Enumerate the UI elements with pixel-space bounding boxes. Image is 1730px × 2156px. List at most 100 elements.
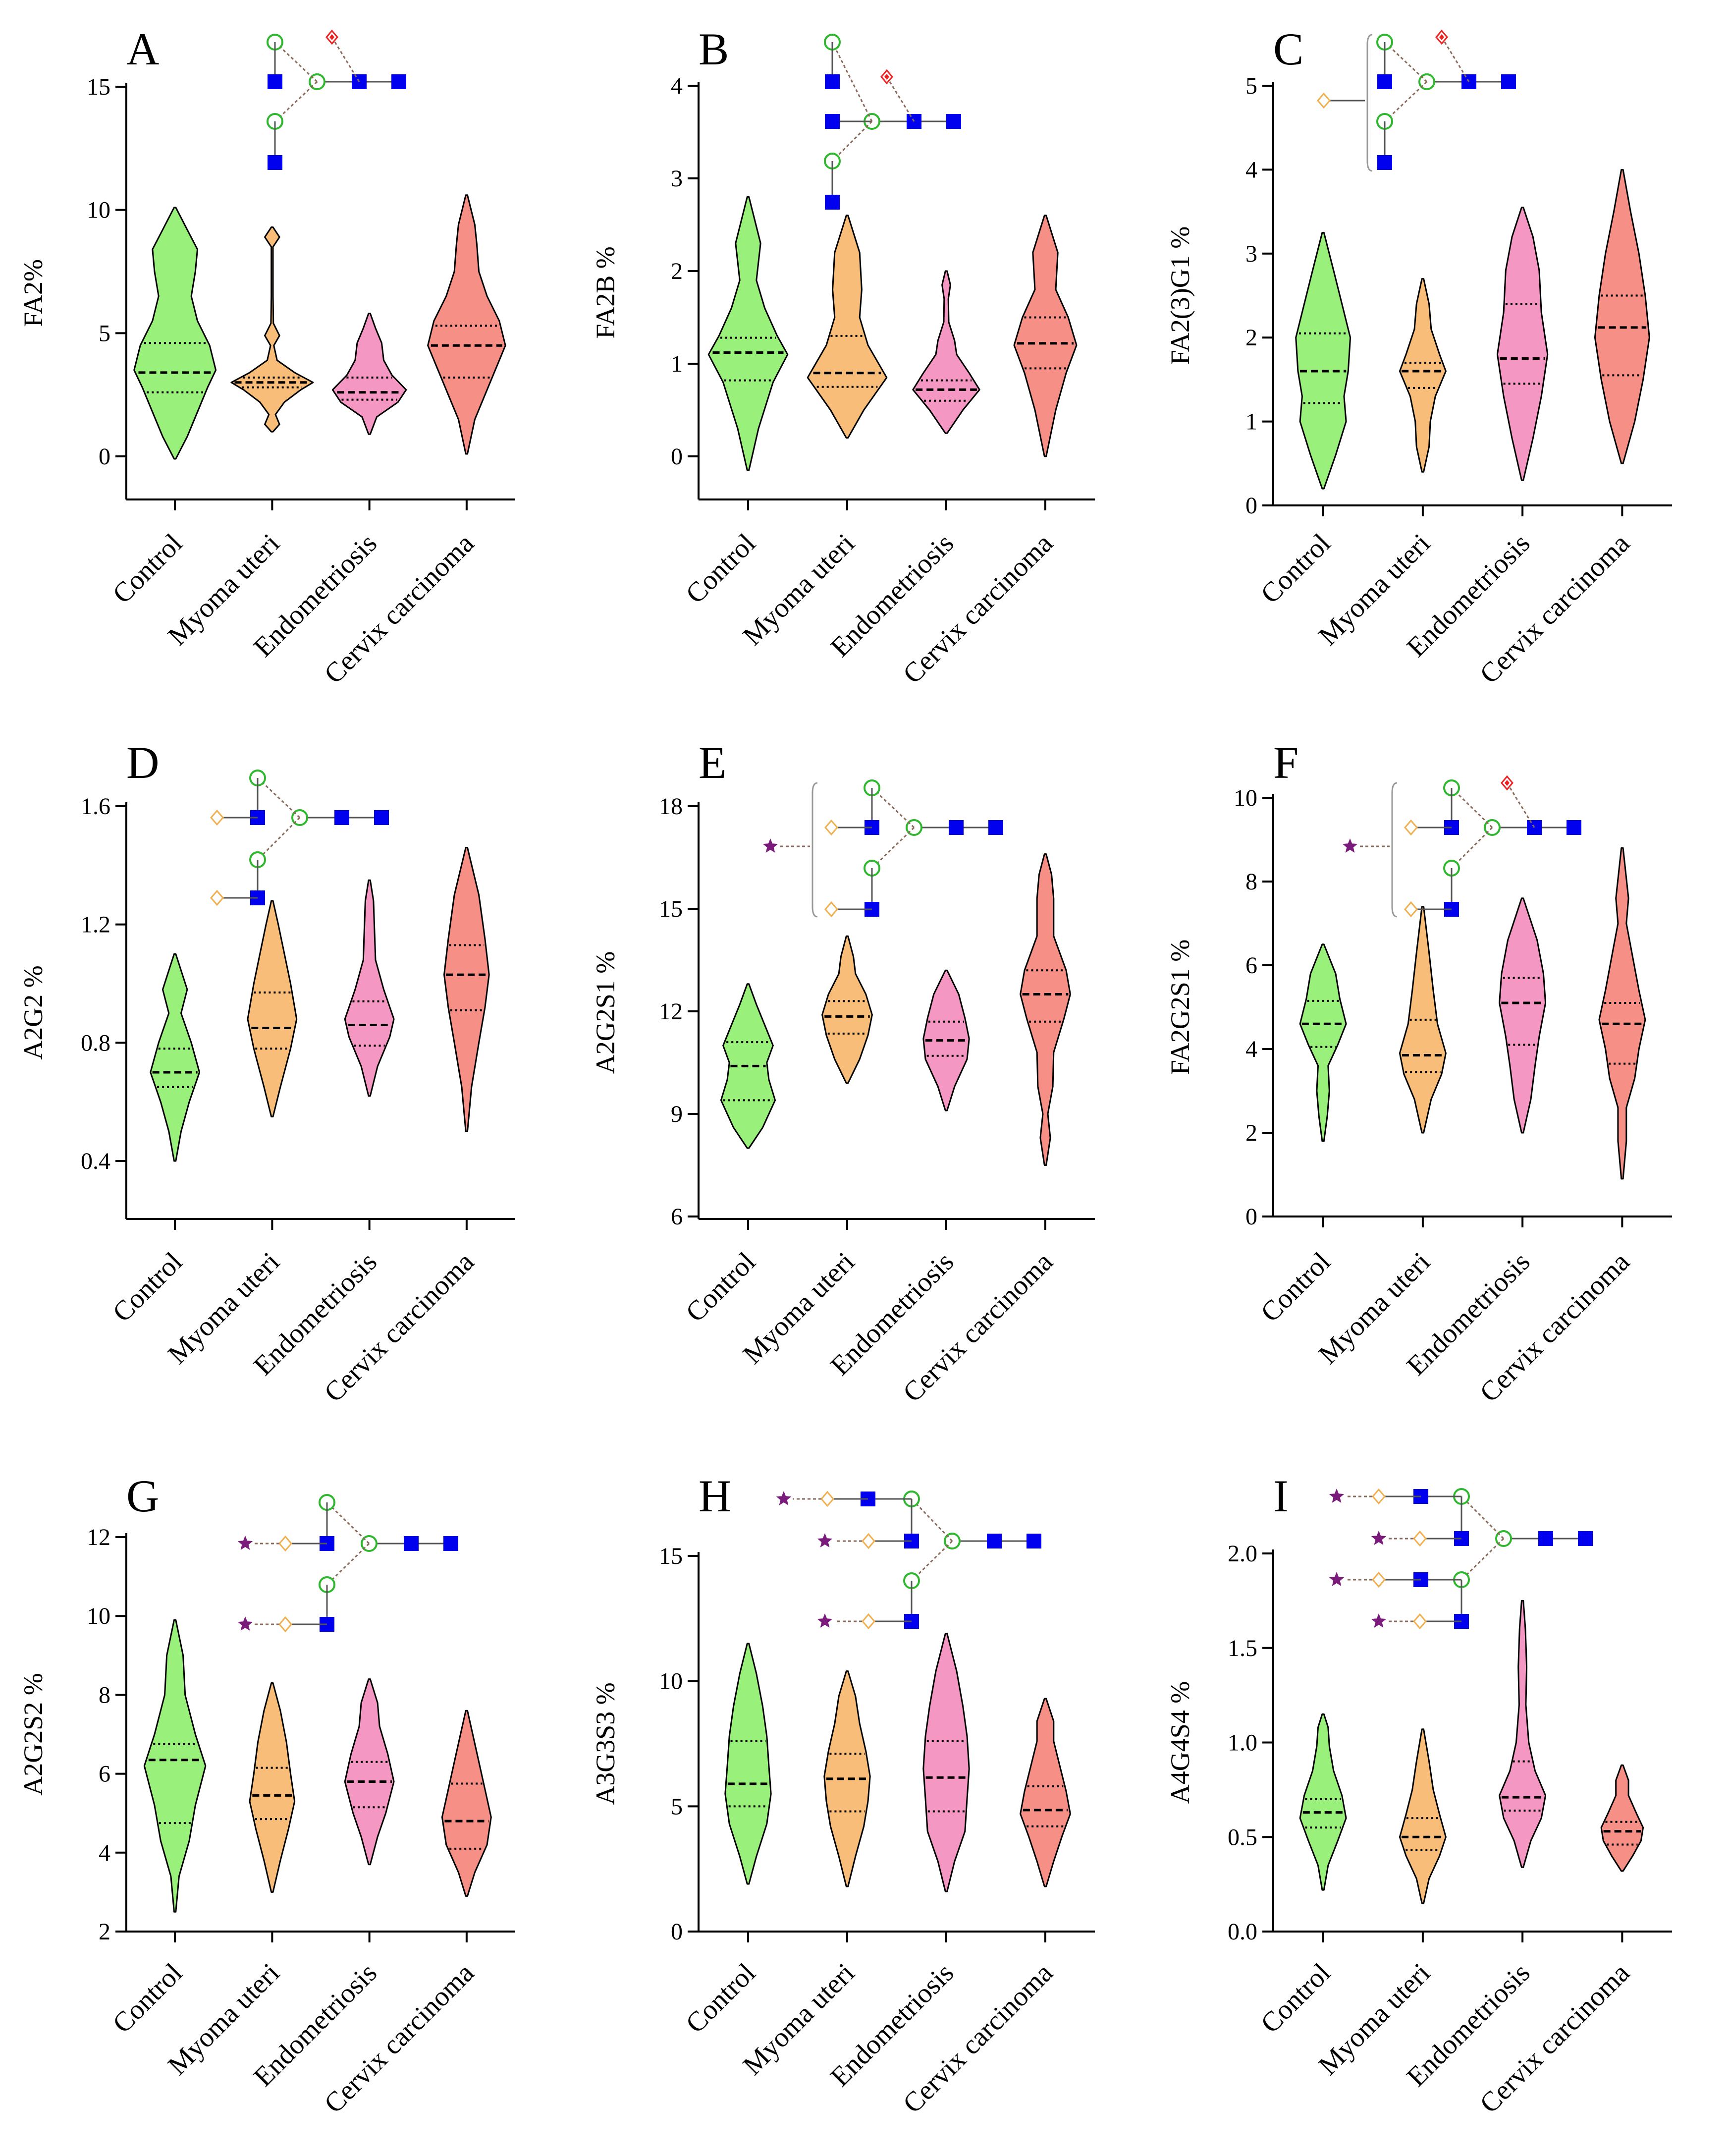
galactose-diamond-icon	[824, 901, 838, 918]
glycan-bond	[1460, 1538, 1505, 1581]
galactose-diamond-icon	[1404, 819, 1418, 836]
galactose-diamond-icon	[278, 1616, 292, 1633]
y-tick-label: 0.5	[1228, 1824, 1257, 1850]
sialic-acid-star-icon	[1371, 1531, 1387, 1545]
galactose-diamond-icon	[820, 1491, 834, 1507]
y-tick-label: 5	[99, 320, 110, 346]
sialic-acid-star-icon	[817, 1613, 833, 1628]
violin-F-3	[1499, 897, 1547, 1134]
violin-A-1	[133, 207, 217, 460]
y-tick-label: 18	[659, 793, 683, 820]
panel-letter: E	[699, 737, 726, 788]
violin-C-2	[1399, 278, 1447, 473]
hexnac-square-icon	[825, 74, 840, 89]
y-tick-label: 15	[659, 896, 683, 922]
y-tick-label: 1.0	[1228, 1730, 1257, 1756]
hexnac-square-icon	[334, 810, 349, 825]
violin-H-3	[922, 1633, 970, 1892]
glycan-bracket	[1391, 782, 1398, 918]
galactose-diamond-icon	[1413, 1530, 1427, 1547]
y-tick-label: 4	[99, 1840, 110, 1866]
violin-D-1	[150, 953, 201, 1162]
y-axis-label: FA2B %	[591, 246, 620, 339]
x-tick-label: Control	[680, 528, 761, 609]
y-tick-label: 15	[659, 1543, 683, 1569]
y-tick-label: 0	[1245, 1204, 1257, 1230]
glycan-E	[762, 779, 1003, 918]
glycan-bracket	[811, 782, 818, 918]
violin-C-1	[1295, 231, 1352, 490]
y-tick-label: 12	[659, 998, 683, 1025]
hexnac-square-icon	[268, 74, 282, 89]
y-tick-label: 10	[1234, 785, 1257, 811]
violin-A-3	[331, 313, 407, 435]
hexnac-square-icon	[1027, 1534, 1041, 1548]
hexnac-square-icon	[1578, 1531, 1593, 1546]
glycan-D	[210, 770, 389, 906]
y-tick-label: 12	[87, 1524, 110, 1550]
violin-A-4	[427, 194, 506, 455]
fucose-dot	[1505, 780, 1510, 786]
violin-I-2	[1399, 1728, 1447, 1904]
violin-G-3	[344, 1678, 395, 1866]
glycan-A	[267, 29, 406, 170]
x-tick-label: Control	[107, 1246, 188, 1328]
glycan-bond	[1441, 37, 1470, 82]
y-tick-label: 2	[1245, 325, 1257, 351]
x-tick-label: Control	[107, 528, 188, 609]
violin-G-2	[249, 1682, 296, 1893]
galactose-diamond-icon	[1317, 92, 1331, 109]
violin-C-4	[1594, 168, 1650, 464]
glycan-bond	[831, 42, 873, 122]
y-tick-label: 1.6	[81, 793, 110, 820]
glycan-bracket	[1366, 34, 1373, 172]
hexnac-square-icon	[1567, 820, 1581, 835]
hexnac-square-icon	[443, 1536, 458, 1551]
panel-letter: I	[1273, 1471, 1289, 1521]
hexnac-square-icon	[949, 820, 964, 835]
glycan-bond	[911, 1498, 953, 1542]
y-tick-label: 4	[1245, 1036, 1257, 1062]
y-tick-label: 0	[1245, 493, 1257, 519]
hexnac-square-icon	[988, 820, 1003, 835]
panel-letter: H	[699, 1471, 731, 1521]
violin-F-1	[1299, 943, 1347, 1142]
y-tick-label: 0.0	[1228, 1919, 1257, 1945]
glycan-bond	[831, 120, 873, 162]
violin-I-3	[1499, 1600, 1547, 1868]
panel-letter: A	[126, 24, 159, 74]
panel-letter: D	[126, 737, 159, 788]
glycan-F	[1342, 775, 1581, 918]
violin-E-2	[821, 935, 873, 1084]
y-axis-label: A2G2S1 %	[591, 951, 620, 1074]
glycan-I	[1329, 1488, 1593, 1630]
y-tick-label: 1	[1245, 409, 1257, 435]
galactose-diamond-icon	[824, 819, 838, 836]
y-tick-label: 9	[671, 1101, 683, 1127]
y-tick-label: 5	[1245, 73, 1257, 99]
glycan-bond	[1460, 1495, 1505, 1540]
panel-letter: B	[699, 24, 729, 74]
violin-A-2	[230, 226, 314, 433]
violin-B-4	[1013, 215, 1078, 457]
glycan-bond	[1451, 827, 1493, 869]
sialic-acid-star-icon	[1329, 1572, 1345, 1586]
violin-I-4	[1600, 1764, 1644, 1872]
y-axis-label: FA2G2S1 %	[1165, 940, 1195, 1075]
violin-B-2	[807, 215, 888, 439]
y-tick-label: 0	[671, 1919, 683, 1945]
glycan-C	[1317, 29, 1516, 172]
y-tick-label: 6	[671, 1204, 683, 1230]
y-tick-label: 6	[99, 1761, 110, 1787]
fucose-dot	[329, 34, 334, 40]
y-tick-label: 6	[1245, 952, 1257, 979]
x-tick-label: Control	[680, 1957, 761, 2039]
